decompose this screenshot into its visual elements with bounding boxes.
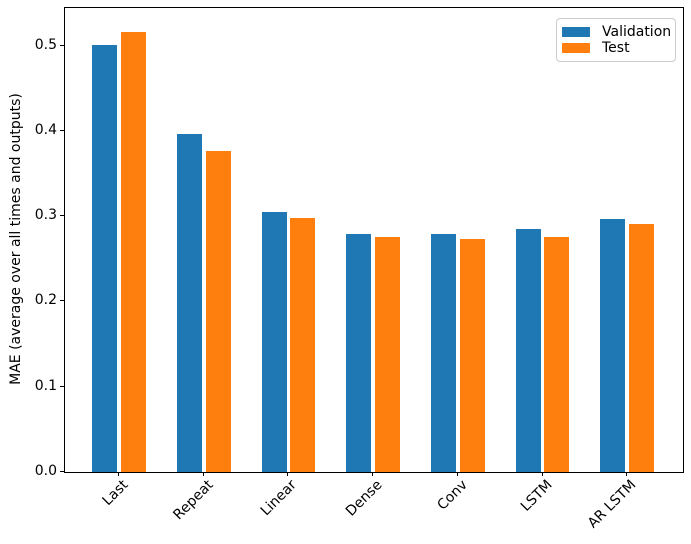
x-tick-label-last: Last — [99, 477, 132, 509]
x-tick-mark-dense — [372, 472, 373, 476]
x-tick-mark-conv — [457, 472, 458, 476]
y-tick-mark-0.0 — [60, 471, 64, 472]
x-tick-label-ar-lstm: AR LSTM — [584, 477, 640, 532]
y-tick-label-0.0: 0.0 — [34, 463, 57, 479]
x-tick-mark-ar-lstm — [626, 472, 627, 476]
bar-test-dense — [375, 237, 400, 472]
x-tick-label-repeat: Repeat — [170, 477, 217, 524]
y-tick-mark-0.5 — [60, 45, 64, 46]
x-tick-label-conv: Conv — [433, 477, 471, 514]
bar-validation-linear — [262, 212, 287, 472]
plot-area — [64, 7, 684, 473]
y-tick-label-0.5: 0.5 — [34, 37, 57, 53]
x-tick-mark-lstm — [542, 472, 543, 476]
bar-test-lstm — [544, 237, 569, 472]
legend-entry-validation: Validation — [562, 24, 671, 40]
bar-test-last — [121, 32, 146, 472]
y-tick-mark-0.4 — [60, 130, 64, 131]
legend-label-validation: Validation — [602, 24, 672, 40]
bar-validation-last — [92, 45, 117, 472]
bar-test-conv — [460, 239, 485, 472]
bar-validation-repeat — [177, 134, 202, 472]
x-tick-mark-repeat — [203, 472, 204, 476]
legend-label-test: Test — [602, 40, 630, 56]
y-tick-label-0.3: 0.3 — [34, 207, 57, 223]
bar-test-linear — [290, 218, 315, 472]
x-tick-mark-linear — [287, 472, 288, 476]
legend: Validation Test — [556, 18, 676, 62]
bar-test-repeat — [206, 151, 231, 472]
y-tick-label-0.2: 0.2 — [34, 292, 57, 308]
y-tick-mark-0.1 — [60, 386, 64, 387]
bar-test-ar-lstm — [629, 224, 654, 472]
y-tick-mark-0.2 — [60, 300, 64, 301]
x-tick-label-lstm: LSTM — [517, 477, 556, 515]
legend-patch-test — [562, 43, 590, 53]
bar-validation-lstm — [516, 229, 541, 472]
x-tick-mark-last — [118, 472, 119, 476]
legend-entry-test: Test — [562, 40, 667, 56]
bar-validation-dense — [346, 234, 371, 472]
bar-validation-conv — [431, 234, 456, 472]
bar-validation-ar-lstm — [600, 219, 625, 472]
y-tick-label-0.4: 0.4 — [34, 122, 57, 138]
y-tick-mark-0.3 — [60, 215, 64, 216]
legend-patch-validation — [562, 27, 590, 37]
x-tick-label-dense: Dense — [342, 477, 386, 520]
x-tick-label-linear: Linear — [258, 477, 301, 520]
y-tick-label-0.1: 0.1 — [34, 378, 57, 394]
